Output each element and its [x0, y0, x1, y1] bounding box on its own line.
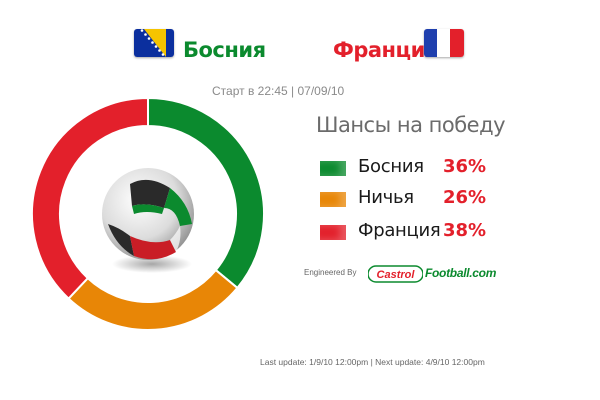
soccer-ball-icon [102, 168, 194, 273]
france-flag-icon [424, 29, 464, 57]
legend-value-home: 36% [443, 156, 487, 177]
castrol-logo[interactable]: Castrol [368, 265, 423, 283]
win-chances-title: Шансы на победу [316, 113, 506, 137]
legend-value-away: 38% [443, 220, 487, 241]
football-com-logo[interactable]: Football.com [425, 266, 497, 280]
away-team-name: Франция [333, 38, 438, 62]
legend-label-away: Франция [358, 220, 441, 241]
bosnia-flag-icon [134, 29, 174, 57]
svg-text:Castrol: Castrol [377, 269, 416, 281]
last-update-text: Last update: 1/9/10 12:00pm | Next updat… [260, 357, 485, 367]
legend-swatch-draw [320, 192, 346, 207]
legend-label-draw: Ничья [358, 187, 414, 208]
donut-slice-2 [67, 268, 239, 331]
legend-value-draw: 26% [443, 187, 487, 208]
legend-label-home: Босния [358, 156, 424, 177]
donut-slice-3 [31, 96, 149, 300]
win-chance-donut-chart [31, 96, 265, 331]
legend-swatch-away [320, 225, 346, 240]
match-start-time: Старт в 22:45 | 07/09/10 [212, 84, 345, 98]
engineered-by-label: Engineered By [304, 268, 357, 277]
legend-swatch-home [320, 161, 346, 176]
home-team-name: Босния [183, 38, 266, 62]
